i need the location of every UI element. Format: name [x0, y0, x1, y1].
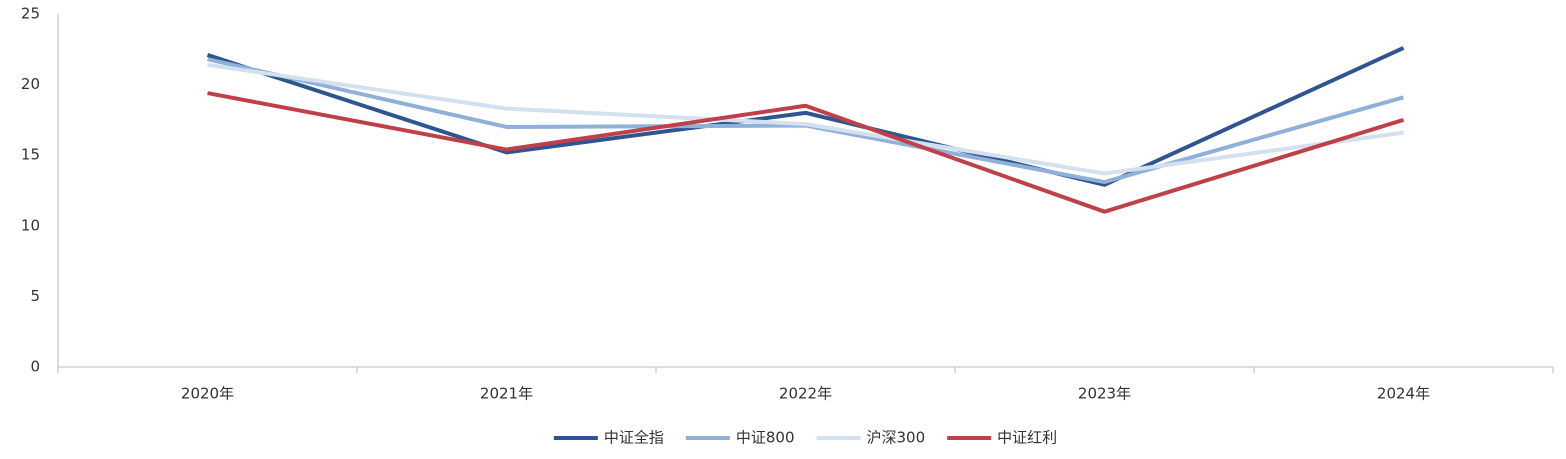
y-tick-label: 15 [21, 146, 40, 164]
y-tick-label: 20 [21, 75, 40, 93]
legend-label: 沪深300 [867, 429, 926, 447]
x-tick-label: 2022年 [779, 385, 832, 403]
legend-label: 中证全指 [604, 429, 664, 447]
series-line [206, 46, 1405, 187]
y-tick-label: 5 [30, 287, 40, 305]
series-line [207, 57, 1405, 185]
x-tick-label: 2021年 [480, 385, 533, 403]
x-tick-label: 2020年 [181, 385, 234, 403]
y-tick-label: 10 [21, 216, 40, 234]
y-tick-label: 25 [21, 5, 40, 23]
y-tick-label: 0 [30, 358, 40, 376]
x-tick-label: 2023年 [1078, 385, 1131, 403]
x-tick-label: 2024年 [1377, 385, 1430, 403]
series-line [207, 91, 1405, 214]
series-line [207, 62, 1404, 176]
legend-label: 中证红利 [997, 429, 1057, 447]
legend-label: 中证800 [736, 429, 795, 447]
